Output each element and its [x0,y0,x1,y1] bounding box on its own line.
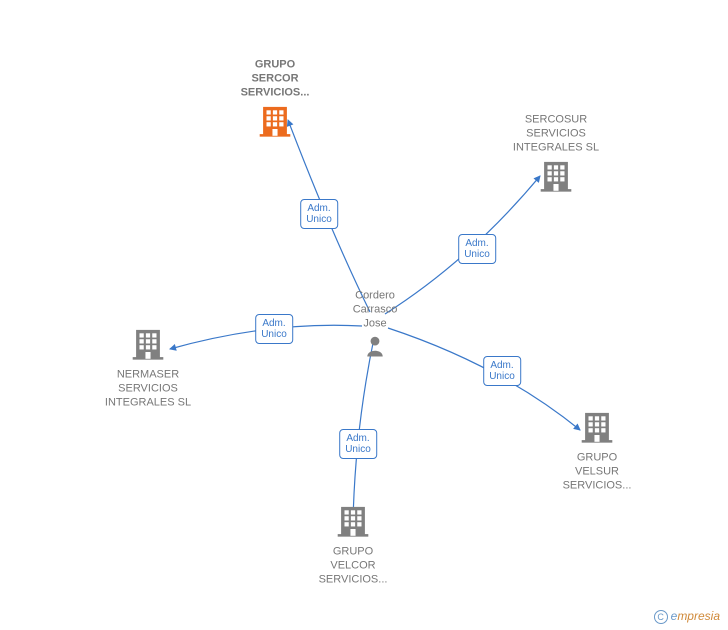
company-node-grupo_velcor[interactable]: GRUPO VELCOR SERVICIOS... [298,504,408,587]
building-icon-wrap [131,327,165,366]
company-node-sercosur[interactable]: SERCOSUR SERVICIOS INTEGRALES SL [501,113,611,198]
watermark: Cempresia [654,609,720,624]
edge-label-nermaser: Adm. Unico [255,314,293,344]
building-icon-wrap [539,159,573,198]
node-label: GRUPO SERCOR SERVICIOS... [220,58,330,100]
node-label: GRUPO VELSUR SERVICIOS... [542,451,652,493]
building-icon-wrap [336,504,370,543]
person-icon-wrap [364,335,386,362]
building-icon [131,327,165,361]
node-label: GRUPO VELCOR SERVICIOS... [298,545,408,587]
person-icon [364,335,386,357]
node-label: NERMASER SERVICIOS INTEGRALES SL [93,368,203,410]
node-label: SERCOSUR SERVICIOS INTEGRALES SL [501,113,611,155]
edge-label-grupo_sercor: Adm. Unico [300,199,338,229]
center-person-node[interactable]: Cordero Carrasco Jose [320,289,430,362]
edge-label-grupo_velcor: Adm. Unico [339,429,377,459]
building-icon [258,104,292,138]
edge-label-grupo_velsur: Adm. Unico [483,356,521,386]
company-node-grupo_velsur[interactable]: GRUPO VELSUR SERVICIOS... [542,410,652,493]
building-icon [336,504,370,538]
company-node-nermaser[interactable]: NERMASER SERVICIOS INTEGRALES SL [93,327,203,410]
building-icon [539,159,573,193]
copyright-icon: C [654,610,668,624]
node-label: Cordero Carrasco Jose [320,289,430,331]
building-icon-wrap [258,104,292,143]
building-icon [580,410,614,444]
edge-label-sercosur: Adm. Unico [458,234,496,264]
building-icon-wrap [580,410,614,449]
company-node-grupo_sercor[interactable]: GRUPO SERCOR SERVICIOS... [220,58,330,143]
